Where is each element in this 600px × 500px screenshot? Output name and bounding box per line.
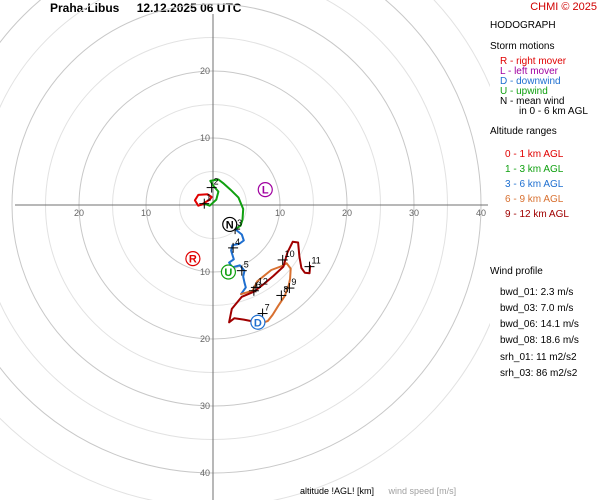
altitude-marker-label: 1 (206, 193, 211, 203)
horizontal-tick-label: 40 (476, 208, 486, 218)
copyright-text: CHMI © 2025 (530, 1, 597, 13)
trace-segment-3 (228, 228, 247, 296)
wind-profile-title: Wind profile (490, 266, 543, 277)
trace-segment-4 (240, 262, 292, 325)
storm-motion-d: D (250, 314, 266, 330)
station-name: Praha-Libus (50, 1, 120, 15)
axis-footer: altitude !AGL! [km] wind speed [m/s] (300, 486, 456, 496)
storm-motion-circle (257, 181, 273, 198)
horizontal-tick-label: 10 (275, 208, 285, 218)
altitude-marker-label: 12 (258, 276, 268, 286)
range-ring (0, 0, 448, 440)
range-rings (0, 0, 490, 500)
bwd-03: bwd_03: 7.0 m/s (500, 303, 574, 314)
legend-alt-0-1: 0 - 1 km AGL (505, 149, 564, 160)
altitude-marker: 12 (250, 276, 268, 293)
storm-motion-label: D (254, 317, 262, 329)
altitude-marker: 8 (276, 284, 288, 301)
altitude-marker: 10 (277, 249, 295, 265)
hodograph-axes (15, 14, 488, 500)
horizontal-tick-label: 20 (342, 208, 352, 218)
altitude-marker-label: 4 (235, 237, 240, 247)
legend-alt-1-3: 1 - 3 km AGL (505, 164, 564, 175)
range-ring (0, 0, 482, 474)
horizontal-tick-label: 10 (141, 208, 151, 218)
altitude-marker-label: 11 (311, 256, 320, 266)
storm-motion-circle (222, 216, 238, 233)
altitude-marker: 4 (228, 237, 240, 253)
vertical-tick-label: 20 (200, 334, 210, 344)
altitude-marker: 2 (206, 177, 219, 193)
altitude-marker-label: 5 (244, 260, 249, 270)
altitude-axis-label: altitude !AGL! [km] (300, 486, 375, 496)
storm-motion-label: R (189, 254, 197, 266)
bwd-06: bwd_06: 14.1 m/s (500, 319, 579, 330)
altitude-ranges-title: Altitude ranges (490, 126, 557, 137)
vertical-tick-label: 10 (200, 133, 210, 143)
ring-tick-labels: 20 10 10 20 30 40 20 10 10 20 30 40 (74, 66, 486, 478)
storm-motion-circle (185, 251, 201, 267)
altitude-marker-label: 9 (291, 277, 296, 287)
storm-motion-circle (220, 264, 237, 280)
bwd-01: bwd_01: 2.3 m/s (500, 287, 574, 298)
legend-storm-mean-range: in 0 - 6 km AGL (519, 106, 588, 117)
legend-storm-upwind: U - upwind (500, 86, 548, 97)
altitude-marker-label: 2 (214, 177, 219, 187)
vertical-tick-label: 40 (200, 468, 210, 478)
bwd-08: bwd_08: 18.6 m/s (500, 335, 579, 346)
wind-speed-label: wind speed [m/s] (388, 486, 457, 496)
storm-motion-n: N (222, 216, 238, 233)
legend-alt-3-6: 3 - 6 km AGL (505, 179, 564, 190)
altitude-marker-label: 8 (283, 284, 288, 294)
trace-segment-1 (193, 193, 213, 207)
legend-alt-9-12: 9 - 12 km AGL (505, 209, 569, 220)
hodograph-title: HODOGRAPH (490, 20, 556, 31)
vertical-tick-label: 10 (200, 267, 210, 277)
altitude-marker: 5 (236, 260, 249, 276)
storm-motion-markers: R L D U N (185, 181, 273, 330)
storm-motion-label: U (224, 267, 232, 279)
srh-03: srh_03: 86 m2/s2 (500, 368, 578, 379)
vertical-tick-label: 30 (200, 401, 210, 411)
legend-storm-right: R - right mover (500, 56, 567, 67)
storm-motion-r: R (185, 251, 201, 267)
altitude-marker: 1 (199, 193, 211, 209)
altitude-marker: 9 (284, 277, 296, 294)
storm-motion-label: N (226, 219, 234, 231)
vertical-tick-label: 20 (200, 66, 210, 76)
trace-segment-2 (203, 178, 245, 231)
altitude-marker: 11 (304, 256, 321, 272)
legend-storm-mean: N - mean wind (500, 96, 565, 107)
horizontal-tick-label: 30 (409, 208, 419, 218)
wind-traces (193, 178, 312, 325)
srh-01: srh_01: 11 m2/s2 (500, 352, 577, 363)
horizontal-tick-label: 20 (74, 208, 84, 218)
storm-motion-label: L (262, 185, 269, 197)
altitude-marker-label: 3 (237, 218, 242, 228)
legend-storm-left: L - left mover (500, 66, 558, 77)
altitude-marker-label: 10 (285, 249, 295, 259)
trace-segment-5 (228, 240, 312, 324)
legend-alt-6-9: 6 - 9 km AGL (505, 194, 564, 205)
legend-storm-downwind: D - downwind (500, 76, 561, 87)
altitude-marker-label: 7 (265, 303, 270, 313)
storm-motions-title: Storm motions (490, 41, 555, 52)
altitude-marker-label: 6 (256, 280, 261, 290)
storm-motion-l: L (257, 181, 273, 198)
storm-motion-u: U (220, 264, 237, 280)
storm-motion-circle (250, 314, 266, 330)
